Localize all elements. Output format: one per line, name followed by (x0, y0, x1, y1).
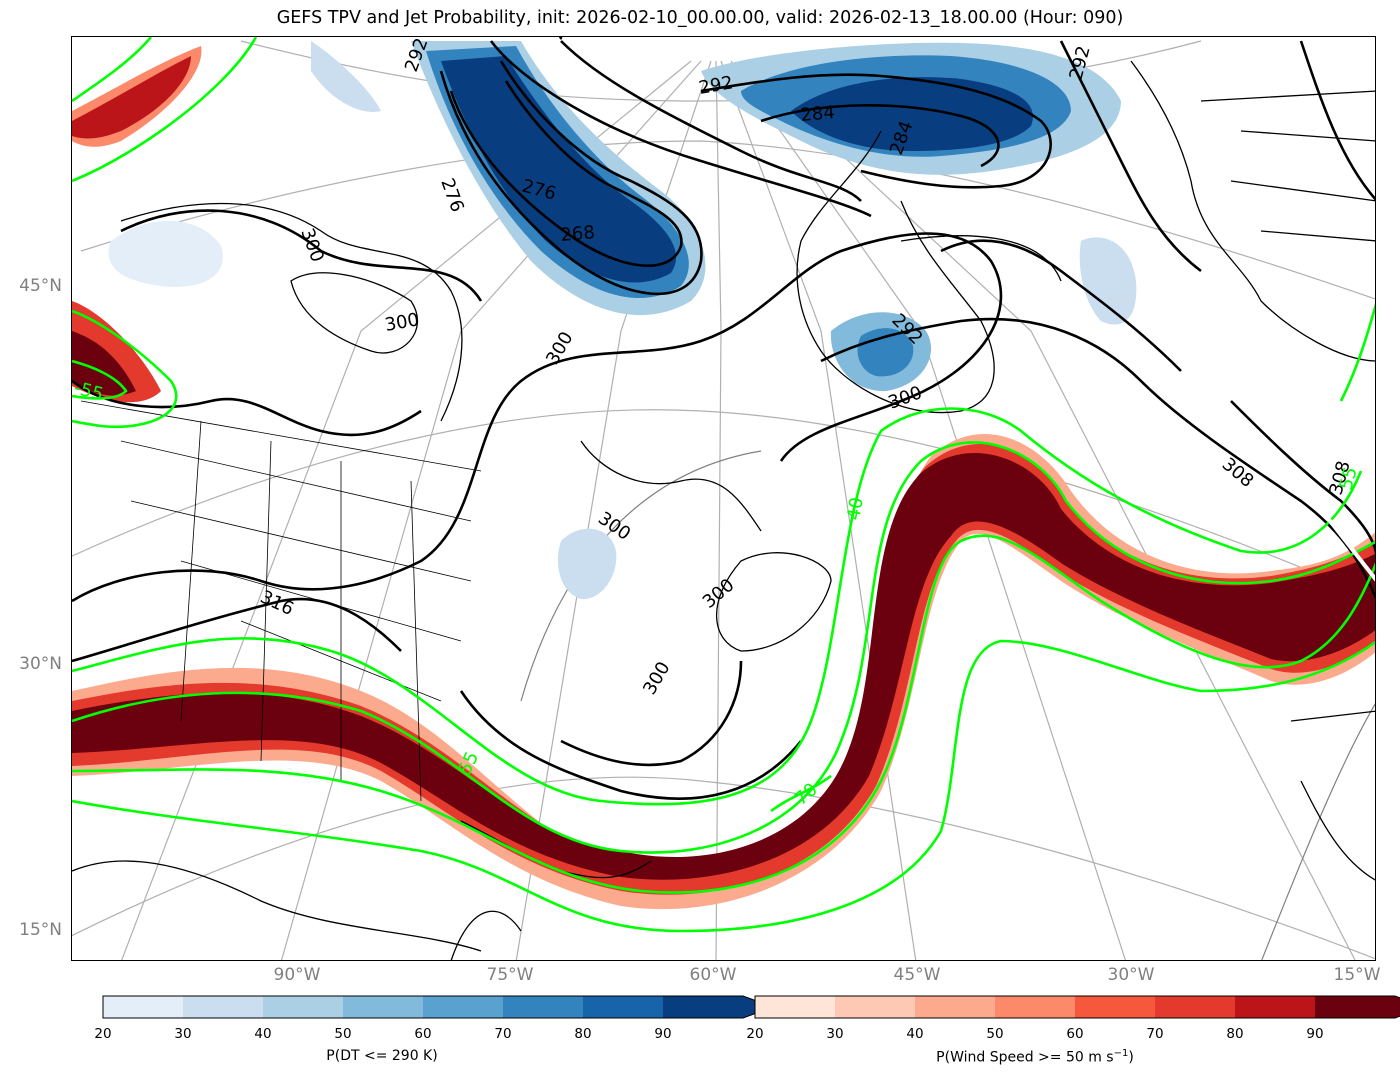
lon-label-30w: 30°W (1107, 965, 1155, 985)
theta-contour-label: 300 (699, 575, 739, 613)
theta-contour-label: 300 (296, 226, 327, 265)
colorbar-tick-label: 70 (494, 1026, 512, 1042)
colorbar-tick-label: 70 (1146, 1026, 1164, 1042)
colorbar-tick-label: 80 (1226, 1026, 1244, 1042)
colorbar-tick-label: 30 (826, 1026, 844, 1042)
lon-label-60w: 60°W (689, 965, 737, 985)
colorbar-outline (754, 995, 1400, 1019)
graticule (72, 40, 1375, 960)
colorbar-swatch (183, 996, 263, 1018)
theta-contour-label: 276 (436, 176, 467, 215)
tpv-probability-fill (108, 41, 1137, 600)
lon-label-15w: 15°W (1333, 965, 1381, 985)
lon-label-45w: 45°W (893, 965, 941, 985)
colorbar-tick-label: 90 (1306, 1026, 1324, 1042)
colorbar-tick-label: 60 (1066, 1026, 1084, 1042)
colorbar-tick-label: 20 (746, 1026, 764, 1042)
theta-contour-label: 292 (546, 37, 577, 43)
theta-contour-label: 316 (257, 586, 297, 620)
lon-label-75w: 75°W (486, 965, 534, 985)
theta-contour-label: 300 (639, 658, 674, 698)
jet-colorbar-swatches (754, 995, 1400, 1019)
lat-label-30n: 30°N (19, 654, 62, 674)
colorbar-swatch (503, 996, 583, 1018)
colorbar-swatch (1075, 996, 1155, 1018)
coastlines (72, 60, 1375, 960)
theta-contour-label: 284 (800, 102, 836, 126)
colorbar-swatch (1155, 996, 1235, 1018)
tpv-colorbar-swatches (102, 995, 775, 1019)
colorbar-swatch (423, 996, 503, 1018)
cross-section-line (1289, 469, 1375, 582)
wind-contours (72, 37, 1375, 933)
colorbar-tick-label: 20 (94, 1026, 112, 1042)
colorbar-swatch (995, 996, 1075, 1018)
jet-colorbar (754, 995, 1400, 1019)
colorbar-tick-label: 40 (906, 1026, 924, 1042)
map-panel[interactable]: 292 292 284 284 300 276 268 276 292 300 … (71, 36, 1376, 961)
colorbar-tick-label: 90 (654, 1026, 672, 1042)
colorbar-swatch (343, 996, 423, 1018)
map-title: GEFS TPV and Jet Probability, init: 2026… (276, 8, 1124, 28)
tpv-colorbar (102, 995, 775, 1019)
colorbar-tick-label: 30 (174, 1026, 192, 1042)
colorbar-tick-label: 60 (414, 1026, 432, 1042)
lon-label-90w: 90°W (273, 965, 321, 985)
colorbar-tick-label: 50 (986, 1026, 1004, 1042)
wind-contour-label: 40 (843, 496, 868, 522)
wind-contour-label: 55 (1336, 465, 1362, 493)
colorbar-swatch (1315, 996, 1400, 1018)
theta-contours (72, 40, 1375, 800)
colorbar-swatch (1235, 996, 1315, 1018)
colorbar-swatch (915, 996, 995, 1018)
colorbar-swatch (755, 996, 835, 1018)
colorbar-swatch (263, 996, 343, 1018)
jet-colorbar-label: P(Wind Speed >= 50 m s−1) (936, 1048, 1134, 1066)
colorbar-tick-label: 80 (574, 1026, 592, 1042)
colorbar-tick-label: 40 (254, 1026, 272, 1042)
tpv-colorbar-label: P(DT <= 290 K) (326, 1048, 438, 1064)
theta-contour-label: 308 (1218, 454, 1258, 492)
theta-contour-label: 300 (542, 328, 577, 368)
colorbar-swatch (103, 996, 183, 1018)
colorbar-swatch (583, 996, 663, 1018)
theta-contour-label: 268 (560, 222, 596, 246)
jet-probability-fill (72, 46, 1375, 909)
colorbar-tick-label: 50 (334, 1026, 352, 1042)
lat-label-45n: 45°N (19, 276, 62, 296)
colorbar-swatch (835, 996, 915, 1018)
colorbar-swatch (663, 996, 773, 1018)
map-canvas: 292 292 284 284 300 276 268 276 292 300 … (72, 37, 1375, 960)
lat-label-15n: 15°N (19, 920, 62, 940)
